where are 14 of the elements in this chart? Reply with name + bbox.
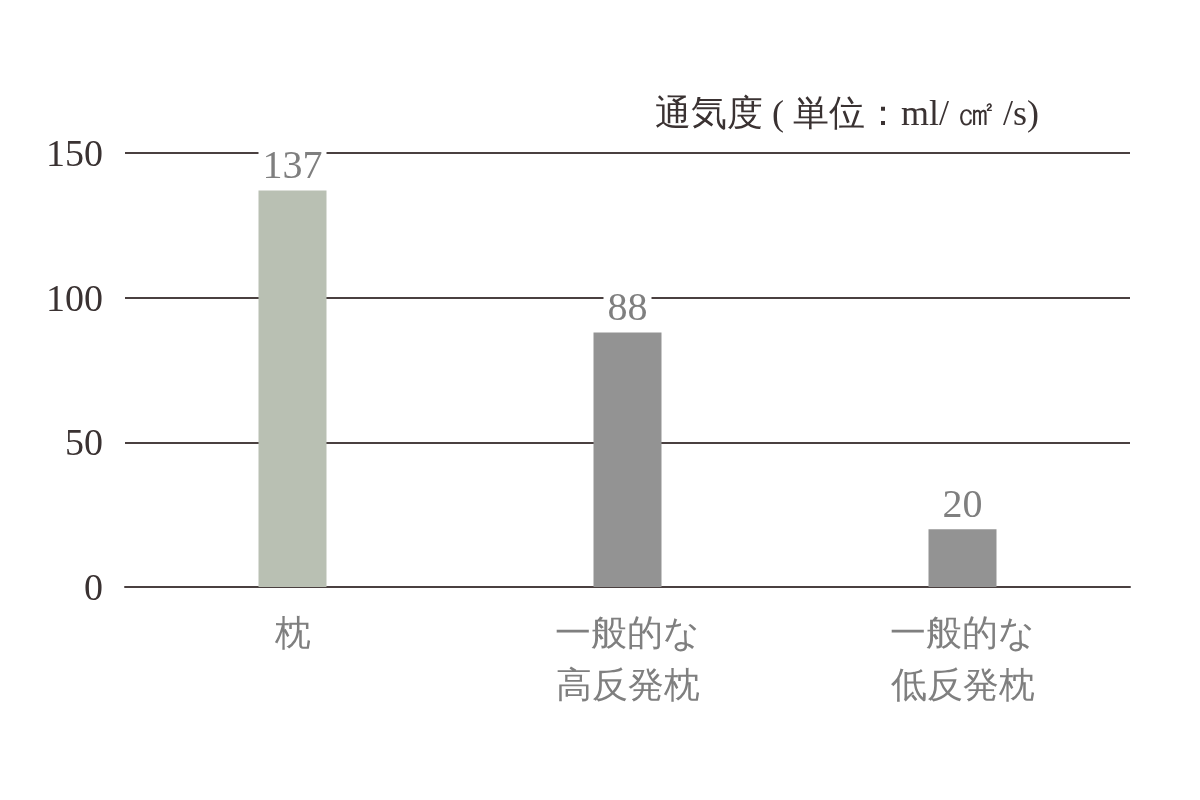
x-tick-label: 一般的な高反発枕 [555,613,700,705]
y-tick-label: 100 [46,276,103,319]
x-tick-label: 一般的な低反発枕 [890,613,1035,705]
bar [258,190,327,587]
x-tick-label: 枕 [273,613,311,653]
y-axis-title: 通気度 ( 単位：ml/ ㎠ /s) [655,93,1039,133]
y-tick-label: 150 [46,132,103,174]
bar [928,529,997,587]
data-label: 88 [607,283,648,329]
y-tick-label: 0 [84,566,103,608]
bar [593,332,662,587]
data-label: 137 [262,142,323,188]
y-tick-label: 50 [65,421,103,464]
data-label: 20 [942,480,983,526]
